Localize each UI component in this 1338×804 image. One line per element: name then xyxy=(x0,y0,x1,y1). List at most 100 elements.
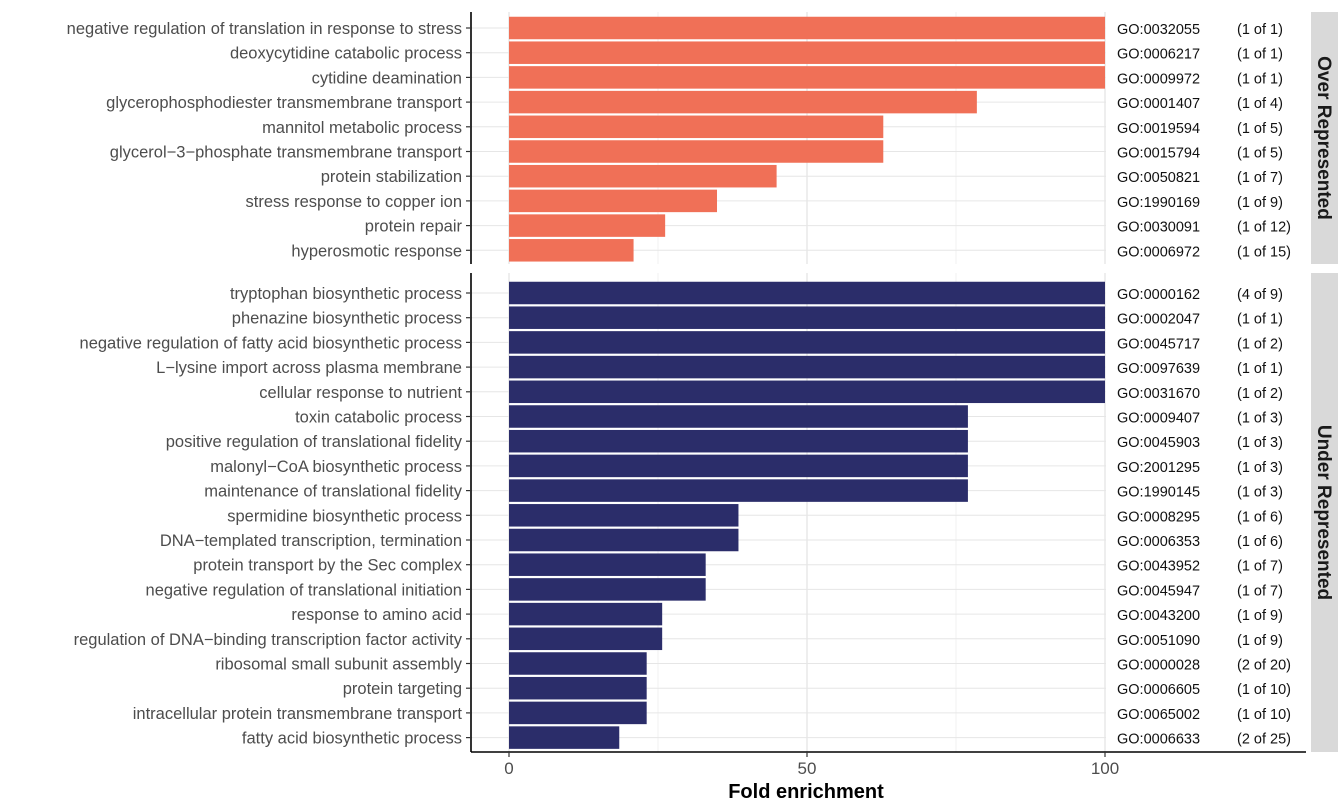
bar-under xyxy=(509,676,647,700)
category-label: phenazine biosynthetic process xyxy=(232,310,462,328)
category-label: glycerophosphodiester transmembrane tran… xyxy=(106,94,462,112)
go-id-label: GO:0009407 xyxy=(1117,411,1200,427)
go-id-label: GO:1990145 xyxy=(1117,485,1200,501)
bar-under xyxy=(509,429,968,453)
category-label: fatty acid biosynthetic process xyxy=(242,730,462,748)
term-count-label: (1 of 6) xyxy=(1237,534,1283,550)
go-id-label: GO:0043200 xyxy=(1117,608,1200,624)
term-count-label: (1 of 7) xyxy=(1237,583,1283,599)
go-id-label: GO:0045717 xyxy=(1117,336,1200,352)
go-id-label: GO:0043952 xyxy=(1117,559,1200,575)
category-label: cytidine deamination xyxy=(312,69,462,87)
bar-under xyxy=(509,553,706,576)
panel-strip-label: Under Represented xyxy=(1313,425,1334,600)
term-count-label: (1 of 12) xyxy=(1237,220,1291,236)
bar-over xyxy=(509,16,1105,40)
category-label: tryptophan biosynthetic process xyxy=(230,285,462,303)
bar-under xyxy=(509,578,706,601)
go-id-label: GO:0009972 xyxy=(1117,71,1200,87)
category-label: DNA−templated transcription, termination xyxy=(160,532,462,550)
bar-under xyxy=(509,504,739,527)
term-count-label: (1 of 9) xyxy=(1237,608,1283,624)
go-id-label: GO:0000028 xyxy=(1117,658,1200,674)
term-count-label: (1 of 7) xyxy=(1237,559,1283,575)
category-label: deoxycytidine catabolic process xyxy=(230,45,462,63)
category-label: protein stabilization xyxy=(321,168,462,186)
term-count-label: (1 of 9) xyxy=(1237,195,1283,211)
x-axis-title: Fold enrichment xyxy=(728,781,884,803)
bar-over xyxy=(509,239,634,262)
term-count-label: (1 of 2) xyxy=(1237,386,1283,402)
category-label: maintenance of translational fidelity xyxy=(204,483,462,501)
x-tick-label: 50 xyxy=(798,759,817,778)
go-id-label: GO:0001407 xyxy=(1117,96,1200,112)
bar-under xyxy=(509,405,968,428)
go-id-label: GO:0006972 xyxy=(1117,244,1200,260)
go-id-label: GO:0065002 xyxy=(1117,707,1200,723)
category-label: hyperosmotic response xyxy=(291,242,462,260)
bar-under xyxy=(509,726,620,749)
category-label: stress response to copper ion xyxy=(246,193,462,211)
panel-strip xyxy=(1311,273,1338,752)
category-label: negative regulation of translation in re… xyxy=(67,20,462,38)
go-id-label: GO:0000162 xyxy=(1117,287,1200,303)
category-label: cellular response to nutrient xyxy=(259,384,462,402)
bar-under xyxy=(509,602,663,626)
category-label: malonyl−CoA biosynthetic process xyxy=(210,458,462,476)
bar-under xyxy=(509,306,1105,329)
bar-under xyxy=(509,479,968,502)
go-id-label: GO:0006633 xyxy=(1117,732,1200,748)
bar-over xyxy=(509,66,1105,89)
go-id-label: GO:2001295 xyxy=(1117,460,1200,476)
category-labels: negative regulation of translation in re… xyxy=(67,20,463,748)
term-count-label: (1 of 1) xyxy=(1237,312,1283,328)
bar-under xyxy=(509,528,739,552)
bar-under xyxy=(509,652,647,675)
bar-under xyxy=(509,331,1105,354)
go-id-label: GO:0097639 xyxy=(1117,361,1200,377)
bar-under xyxy=(509,380,1105,404)
bar-under xyxy=(509,355,1105,379)
term-count-label: (1 of 4) xyxy=(1237,96,1283,112)
go-id-label: GO:0032055 xyxy=(1117,22,1200,38)
category-label: protein transport by the Sec complex xyxy=(193,557,462,575)
term-count-label: (1 of 3) xyxy=(1237,435,1283,451)
term-count-label: (1 of 10) xyxy=(1237,682,1291,698)
bar-over xyxy=(509,164,777,188)
x-tick-label: 100 xyxy=(1091,759,1119,778)
category-label: protein targeting xyxy=(343,680,462,698)
go-id-label: GO:0031670 xyxy=(1117,386,1200,402)
go-id-label: GO:0045947 xyxy=(1117,583,1200,599)
axes: 0 50 100 xyxy=(466,12,1306,778)
category-label: toxin catabolic process xyxy=(295,409,462,427)
go-id-label: GO:0015794 xyxy=(1117,146,1200,162)
category-label: intracellular protein transmembrane tran… xyxy=(133,705,463,723)
category-label: L−lysine import across plasma membrane xyxy=(156,359,462,377)
go-id-label: GO:0045903 xyxy=(1117,435,1200,451)
panel-strip xyxy=(1311,12,1338,264)
term-count-label: (1 of 1) xyxy=(1237,22,1283,38)
term-count-label: (1 of 3) xyxy=(1237,485,1283,501)
bar-over xyxy=(509,41,1105,64)
go-id-label: GO:0006605 xyxy=(1117,682,1200,698)
go-id-label: GO:0051090 xyxy=(1117,633,1200,649)
term-count-label: (1 of 1) xyxy=(1237,71,1283,87)
term-count-label: (2 of 25) xyxy=(1237,732,1291,748)
go-id-label: GO:0019594 xyxy=(1117,121,1200,137)
category-label: mannitol metabolic process xyxy=(262,119,462,137)
panel-strip-label: Over Represented xyxy=(1313,56,1334,220)
category-label: negative regulation of translational ini… xyxy=(146,581,462,599)
category-label: response to amino acid xyxy=(291,606,462,624)
category-label: ribosomal small subunit assembly xyxy=(215,656,462,674)
bar-over xyxy=(509,189,718,213)
term-count-label: (1 of 9) xyxy=(1237,633,1283,649)
x-tick-label: 0 xyxy=(504,759,513,778)
bar-under xyxy=(509,701,647,725)
term-count-label: (1 of 5) xyxy=(1237,146,1283,162)
bar-under xyxy=(509,281,1105,305)
category-label: regulation of DNA−binding transcription … xyxy=(74,631,463,649)
bar-over xyxy=(509,214,666,237)
term-count-label: (1 of 5) xyxy=(1237,121,1283,137)
bars xyxy=(509,16,1105,749)
